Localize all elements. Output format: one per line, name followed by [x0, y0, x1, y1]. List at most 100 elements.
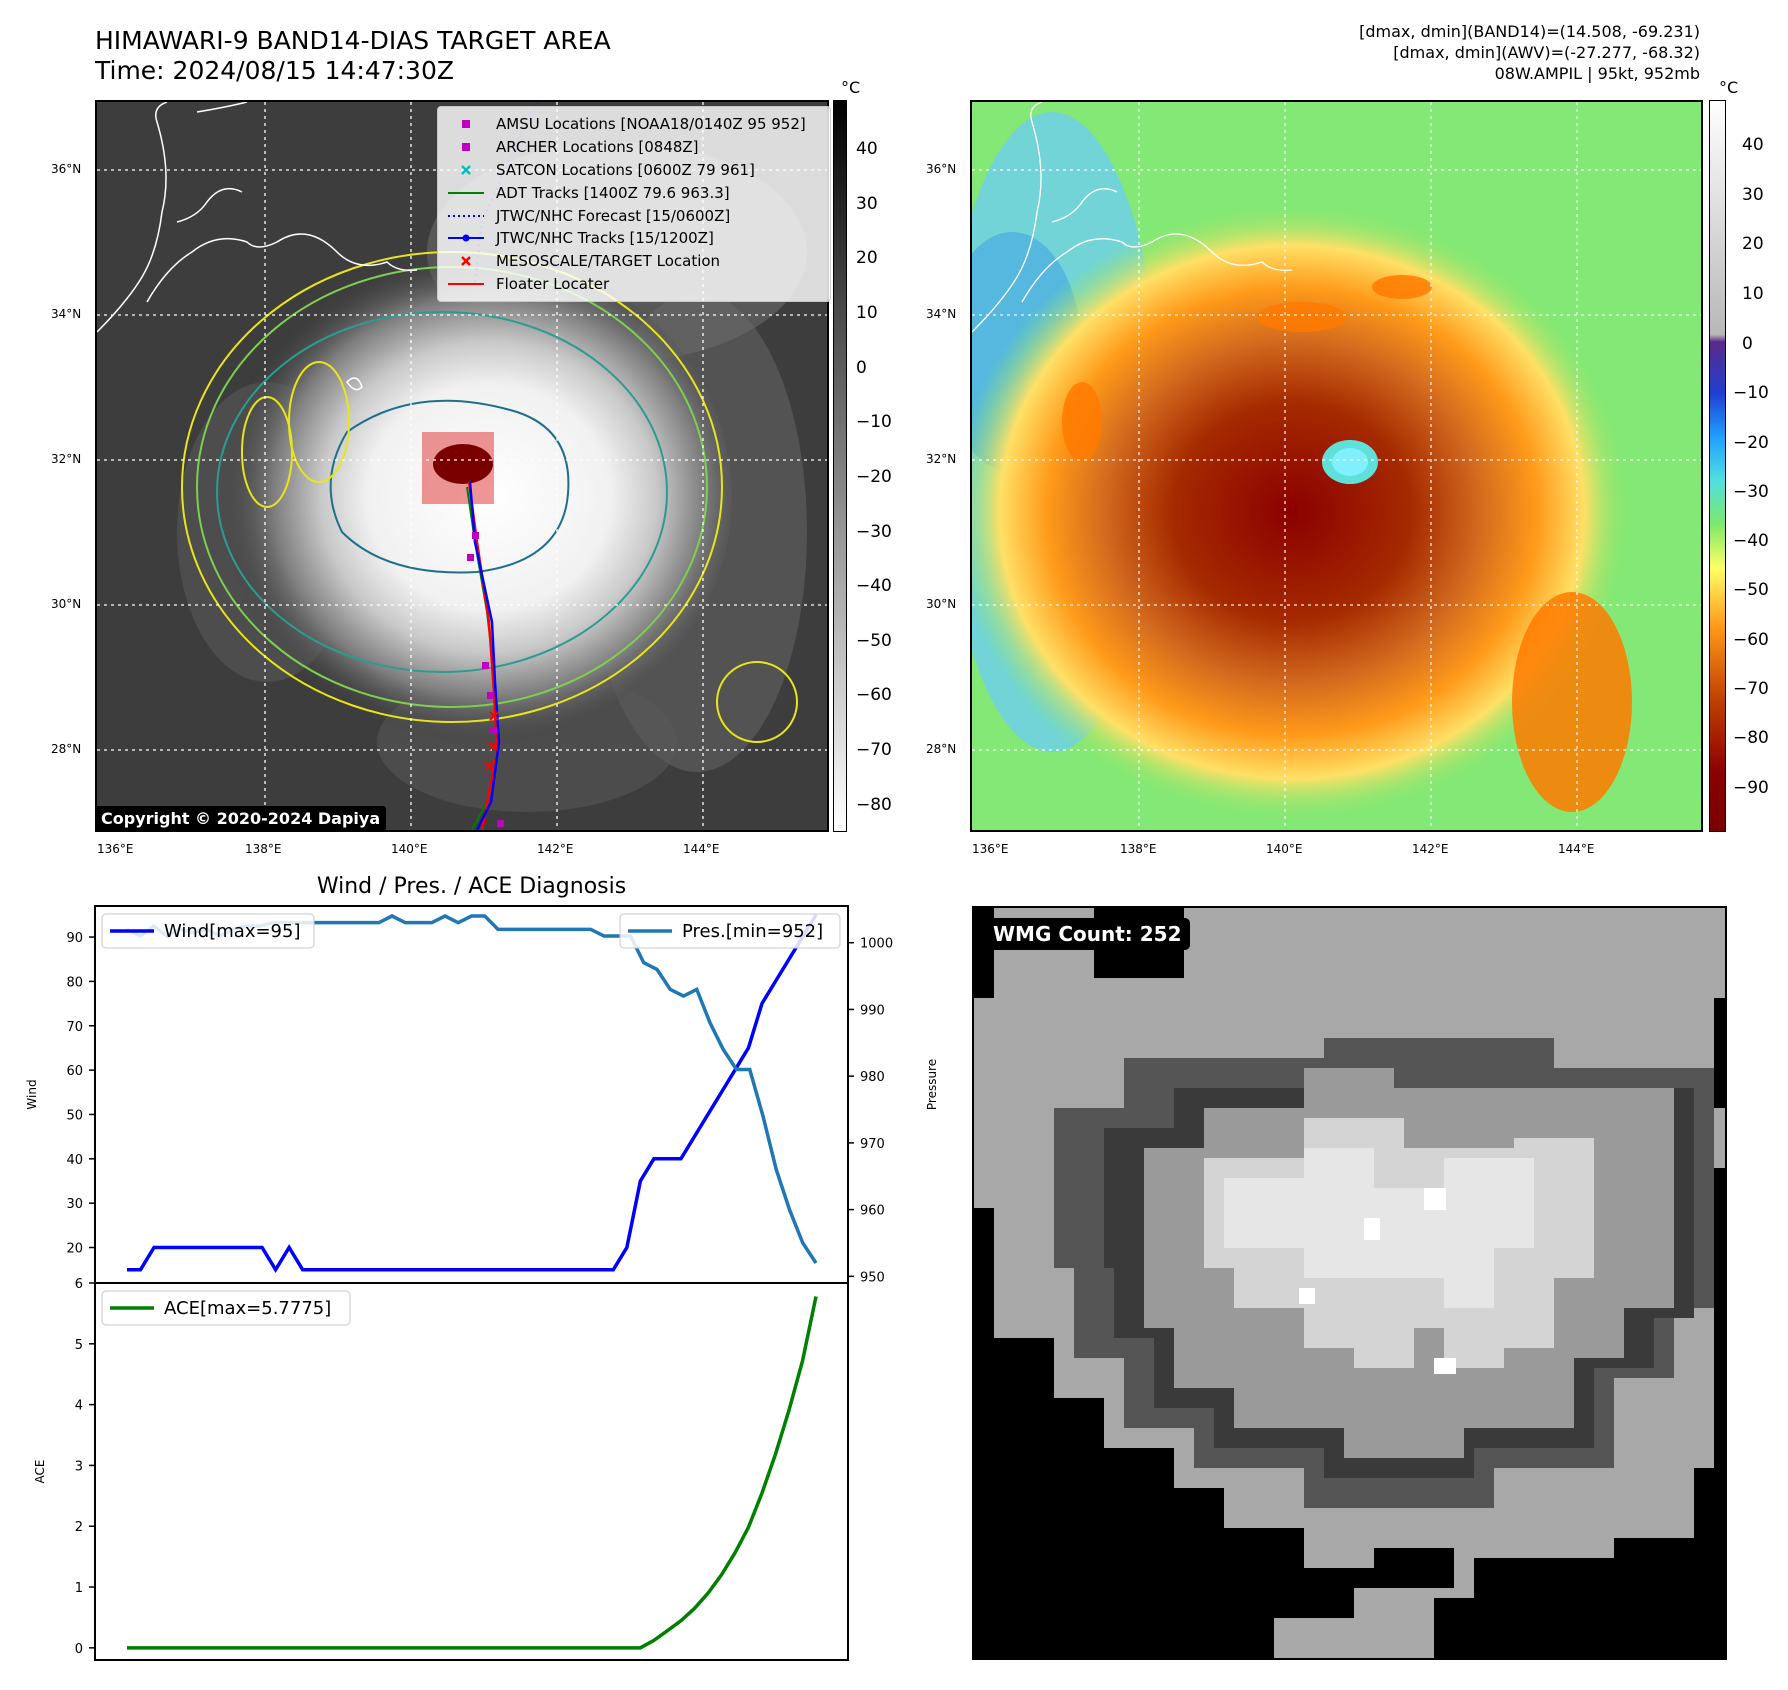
colorbar-right-tick: −40: [1733, 531, 1769, 552]
ace-legend-box: [101, 1290, 351, 1326]
wind-tick-label: 20: [66, 1242, 83, 1257]
lon-tick-label: 138°E: [245, 842, 282, 856]
colorbar-left-tick: −50: [856, 630, 892, 651]
lat-tick-label: 34°N: [926, 307, 957, 321]
pressure-tick-label: 960: [860, 1204, 885, 1219]
colorbar-left-tick: 40: [856, 139, 878, 160]
lon-tick-label: 142°E: [1412, 842, 1449, 856]
awv-map-panel: [970, 100, 1703, 832]
lat-tick-label: 32°N: [51, 452, 82, 466]
lat-tick-label: 28°N: [51, 742, 82, 756]
info-band14: [dmax, dmin](BAND14)=(14.508, -69.231): [1359, 22, 1700, 41]
colorbar-left-tick: −40: [856, 576, 892, 597]
legend-entry: JTWC/NHC Tracks [15/1200Z]: [446, 227, 822, 250]
legend-label: ADT Tracks [1400Z 79.6 963.3]: [496, 183, 730, 202]
wind-tick-label: 40: [66, 1153, 83, 1168]
legend-symbol: [448, 214, 484, 217]
legend-symbol: [448, 282, 484, 285]
colorbar-left-tick: −70: [856, 740, 892, 761]
ace-axis-label: ACE: [33, 1460, 47, 1484]
colorbar-left-tick: −60: [856, 685, 892, 706]
legend-entry: SATCON Locations [0600Z 79 961]: [446, 159, 822, 182]
legend-entry: Floater Locater: [446, 273, 822, 296]
target-markers: [484, 711, 499, 771]
pressure-legend-box: [619, 913, 841, 949]
pressure-axis-label: Pressure: [925, 1059, 939, 1110]
wind-tick-label: 70: [66, 1020, 83, 1035]
lon-tick-label: 142°E: [537, 842, 574, 856]
wind-tick-label: 30: [66, 1197, 83, 1212]
wind-line: [127, 913, 818, 1274]
lat-tick-label: 32°N: [926, 452, 957, 466]
colorbar-right-tick: −10: [1733, 383, 1769, 404]
colorbar-right-tick: 30: [1742, 184, 1764, 205]
wind-axis-label: Wind: [25, 1079, 39, 1109]
colorbar-right-tick: −20: [1733, 432, 1769, 453]
wind-tick-label: 50: [66, 1108, 83, 1123]
ace-tick-label: 3: [75, 1459, 83, 1474]
lat-tick-label: 28°N: [926, 742, 957, 756]
colorbar-left-tick: 10: [856, 303, 878, 324]
ace-tick-label: 1: [75, 1581, 83, 1596]
legend-label: Floater Locater: [496, 274, 610, 293]
lat-tick-label: 36°N: [926, 162, 957, 176]
legend-symbol: [448, 191, 484, 194]
outer-bands: [1062, 275, 1632, 812]
lon-tick-label: 140°E: [391, 842, 428, 856]
legend-symbol: [462, 143, 470, 152]
lon-tick-label: 144°E: [683, 842, 720, 856]
figure-title: HIMAWARI-9 BAND14-DIAS TARGET AREA: [95, 26, 611, 55]
info-awv: [dmax, dmin](AWV)=(-27.277, -68.32): [1393, 43, 1700, 62]
ace-tick-label: 0: [75, 1642, 83, 1657]
wmg-count-label: WMG Count: 252: [985, 918, 1190, 950]
amsu-archer-markers: [467, 532, 504, 827]
pressure-tick-label: 950: [860, 1270, 885, 1285]
copyright-label: Copyright © 2020-2024 Dapiya: [95, 806, 387, 831]
storm-moisture: [972, 202, 1632, 822]
colorbar-right-tick: 40: [1742, 134, 1764, 155]
ace-frame: [94, 1282, 849, 1661]
legend-symbol: [462, 120, 470, 129]
jtwc-track: [468, 481, 501, 830]
wind-tick-label: 90: [66, 931, 83, 946]
legend-label: SATCON Locations [0600Z 79 961]: [496, 160, 755, 179]
colorbar-left-tick: −20: [856, 466, 892, 487]
colorbar-right-tick: −60: [1733, 629, 1769, 650]
legend-label: ARCHER Locations [0848Z]: [496, 138, 699, 157]
colorbar-right-tick: 0: [1742, 334, 1753, 354]
wind-legend-box: [101, 913, 315, 949]
colorbar-right: [1709, 100, 1726, 832]
wmg-image: [974, 908, 1725, 1658]
legend-label: JTWC/NHC Tracks [15/1200Z]: [496, 229, 714, 248]
ace-tick-label: 6: [75, 1277, 83, 1292]
storm-eye-region: [433, 444, 493, 484]
colorbar-right-unit: °C: [1719, 78, 1739, 97]
lat-tick-label: 30°N: [926, 597, 957, 611]
colorbar-right-tick: −90: [1733, 777, 1769, 798]
colorbar-right-tick: −80: [1733, 728, 1769, 749]
coastlines: [97, 102, 418, 391]
colorbar-left-unit: °C: [841, 78, 861, 97]
pressure-tick-label: 980: [860, 1070, 885, 1085]
legend-entry: JTWC/NHC Forecast [15/0600Z]: [446, 204, 822, 227]
colorbar-left-tick: 20: [856, 248, 878, 269]
lon-tick-label: 144°E: [1558, 842, 1595, 856]
legend-label: JTWC/NHC Forecast [15/0600Z]: [496, 206, 731, 225]
pressure-tick-label: 1000: [860, 937, 893, 952]
colorbar-left-tick: −80: [856, 794, 892, 815]
colorbar-left-tick: 0: [856, 357, 867, 378]
colorbar-left-tick: 30: [856, 193, 878, 214]
ace-legend-label: ACE[max=5.7775]: [164, 1298, 331, 1319]
lon-tick-label: 138°E: [1120, 842, 1157, 856]
colorbar-left: [833, 100, 847, 832]
awv-coastlines: [972, 102, 1293, 333]
wmg-panel: [972, 906, 1727, 1660]
legend-symbol: [461, 165, 471, 175]
colorbar-right-tick: −30: [1733, 481, 1769, 502]
ace-tick-label: 5: [75, 1338, 83, 1353]
ace-tick-label: 2: [75, 1520, 83, 1535]
colorbar-right-tick: 10: [1742, 284, 1764, 305]
colorbar-left-tick: −10: [856, 412, 892, 433]
colorbar-right-tick: 20: [1742, 234, 1764, 255]
figure-time: Time: 2024/08/15 14:47:30Z: [95, 56, 454, 85]
